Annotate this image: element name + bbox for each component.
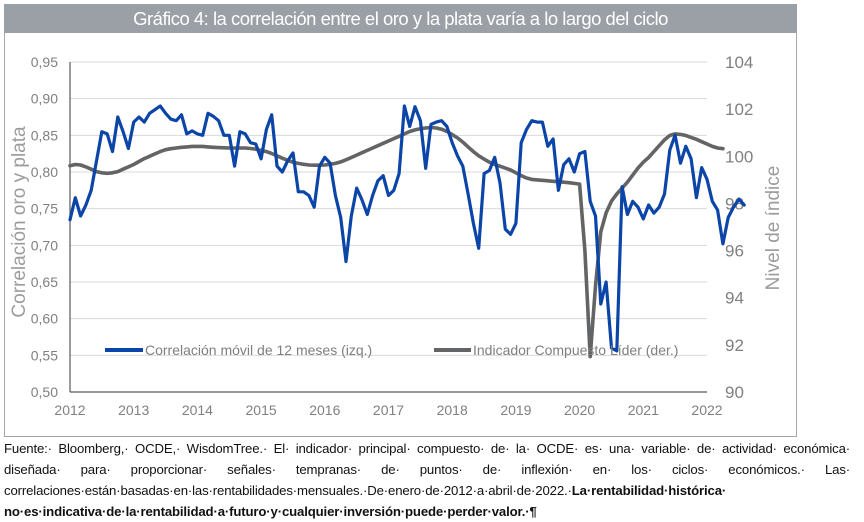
left-axis-title: Correlación oro y plata	[9, 126, 30, 318]
right-tick-label: 90	[725, 383, 744, 402]
right-tick-label: 94	[725, 289, 744, 308]
left-tick-label: 0,85	[31, 127, 58, 143]
series-line-correlation	[68, 104, 746, 353]
left-tick-label: 0,65	[31, 274, 58, 290]
left-tick-label: 0,60	[31, 311, 58, 327]
chart-frame	[4, 4, 797, 437]
x-tick-label: 2021	[628, 402, 659, 418]
right-tick-label: 96	[725, 242, 744, 261]
series-layer	[68, 104, 746, 359]
right-tick-label: 100	[725, 147, 753, 166]
x-tick-label: 2018	[437, 402, 468, 418]
legend-label-correlation: Correlación móvil de 12 meses (izq.)	[145, 342, 372, 358]
right-tick-label: 102	[725, 100, 753, 119]
x-tick-label: 2022	[691, 402, 722, 418]
left-tick-label: 0,80	[31, 164, 58, 180]
x-tick-label: 2019	[500, 402, 531, 418]
left-tick-label: 0,95	[31, 54, 58, 70]
x-axis-ticks: 2012 2013 2014 2015 2016 2017 2018 2019 2020 2021…	[54, 402, 722, 418]
legend: Correlación móvil de 12 meses (izq.) Ind…	[105, 342, 678, 358]
chart-title: Gráfico 4: la correlación entre el oro y…	[4, 4, 797, 33]
left-tick-label: 0,70	[31, 237, 58, 253]
legend-label-cli: Indicador Compuesto Líder (der.)	[473, 342, 678, 358]
right-axis-title: Nivel de índice	[763, 166, 784, 291]
x-tick-label: 2017	[373, 402, 404, 418]
x-tick-label: 2015	[246, 402, 277, 418]
right-tick-label: 104	[725, 53, 753, 72]
chart-svg: 0,50 0,55 0,60 0,65 0,70 0,75 0,80 0,85 0,90 0,95…	[9, 53, 784, 418]
x-tick-label: 2013	[118, 402, 149, 418]
gridlines	[70, 61, 707, 356]
left-tick-label: 0,75	[31, 201, 58, 217]
left-axis-ticks: 0,50 0,55 0,60 0,65 0,70 0,75 0,80 0,85 0,90 0,95	[31, 54, 58, 400]
left-tick-label: 0,90	[31, 91, 58, 107]
left-tick-label: 0,55	[31, 347, 58, 363]
x-tick-label: 2014	[182, 402, 213, 418]
right-tick-label: 92	[725, 336, 744, 355]
footnote-source-text: Fuente:· Bloomberg,· OCDE,· WisdomTree.·…	[4, 441, 850, 498]
x-tick-label: 2012	[54, 402, 85, 418]
x-tick-label: 2020	[564, 402, 595, 418]
footnote-disclaimer: La·rentabilidad·histórica· no·es·indicat…	[4, 483, 727, 519]
series-line-cli	[68, 125, 725, 359]
footnote: Fuente:· Bloomberg,· OCDE,· WisdomTree.·…	[4, 438, 850, 522]
left-tick-label: 0,50	[31, 384, 58, 400]
x-tick-label: 2016	[309, 402, 340, 418]
